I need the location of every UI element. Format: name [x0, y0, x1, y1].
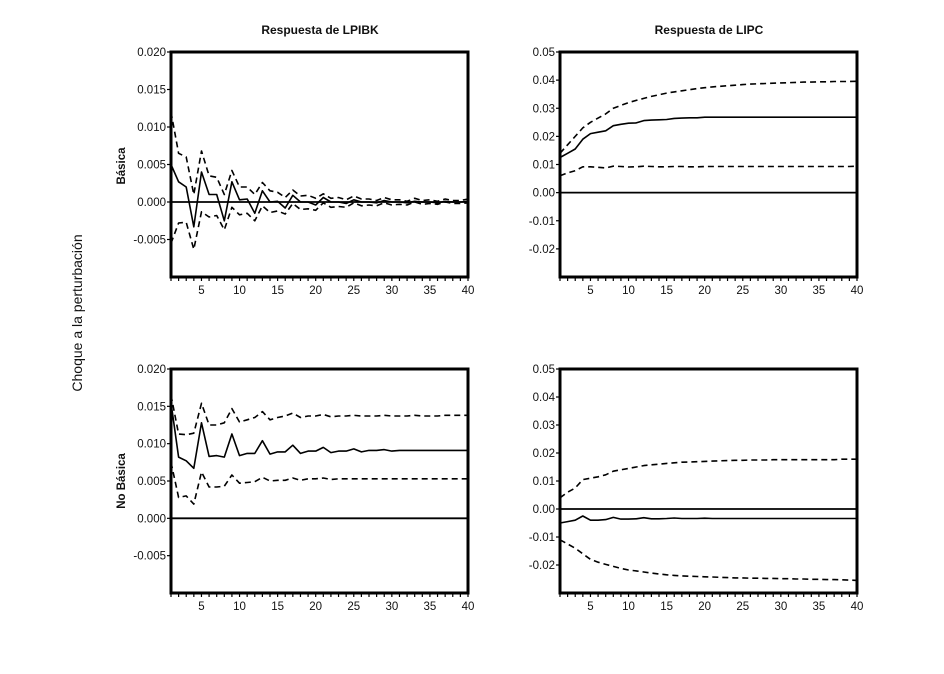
- x-tick-label: 40: [851, 285, 864, 297]
- y-tick-label: 0.01: [533, 160, 555, 172]
- plot-frame: [169, 50, 470, 279]
- y-tick-label: 0.000: [137, 513, 166, 525]
- row-label-no-basica: No Básica: [116, 453, 128, 509]
- y-tick-label: 0.010: [137, 122, 166, 134]
- y-tick-label: 0.03: [533, 103, 555, 115]
- y-tick-label: 0.015: [137, 85, 166, 97]
- x-tick-label: 25: [736, 285, 749, 297]
- x-tick-label: 40: [462, 601, 475, 613]
- x-tick-label: 35: [813, 601, 826, 613]
- x-tick-label: 15: [271, 601, 284, 613]
- x-tick-label: 25: [347, 285, 360, 297]
- confidence-band-line: [170, 201, 469, 251]
- x-tick-label: 40: [851, 601, 864, 613]
- x-tick-label: 15: [660, 285, 673, 297]
- row-axis-label: Choque a la perturbación: [69, 234, 85, 391]
- response-line: [559, 515, 857, 524]
- x-tick-label: 35: [424, 601, 437, 613]
- y-tick-label: 0.05: [533, 47, 555, 59]
- x-tick-label: 40: [462, 285, 475, 297]
- y-tick-label: 0.02: [533, 448, 555, 460]
- x-tick-label: 30: [774, 601, 787, 613]
- x-tick-label: 10: [233, 601, 246, 613]
- x-tick-label: 20: [698, 601, 711, 613]
- y-tick-label: -0.01: [529, 216, 555, 228]
- x-tick-label: 30: [385, 601, 398, 613]
- x-tick-label: 15: [271, 285, 284, 297]
- response-line: [170, 402, 468, 470]
- y-tick-label: 0.04: [533, 75, 556, 87]
- chart-panel-1: 0.020 0.015 0.010 0.005 0.000 -0.005 5 10 15 20 25…: [133, 47, 474, 297]
- y-tick-label: 0.04: [533, 392, 556, 404]
- x-tick-label: 10: [622, 601, 635, 613]
- x-tick-label: 35: [813, 285, 826, 297]
- confidence-band-line: [170, 111, 469, 203]
- x-tick-label: 10: [233, 285, 246, 297]
- column-title-lipc: Respuesta de LIPC: [655, 23, 764, 37]
- x-tick-label: 5: [198, 601, 204, 613]
- column-title-lpibk: Respuesta de LPIBK: [261, 23, 379, 37]
- response-line: [170, 164, 469, 228]
- x-tick-label: 25: [347, 601, 360, 613]
- y-tick-label: 0.000: [137, 197, 166, 209]
- x-tick-label: 5: [198, 285, 204, 297]
- x-tick-label: 20: [309, 601, 322, 613]
- y-tick-label: -0.01: [529, 532, 555, 544]
- plot-frame: [558, 50, 859, 279]
- x-tick-label: 35: [424, 285, 437, 297]
- response-line: [559, 116, 857, 159]
- y-tick-label: 0.00: [533, 188, 555, 200]
- x-tick-label: 15: [660, 601, 673, 613]
- y-tick-label: 0.015: [137, 401, 166, 413]
- confidence-band-line: [170, 394, 468, 436]
- x-tick-label: 5: [587, 601, 593, 613]
- y-tick-label: 0.05: [533, 364, 555, 376]
- row-label-basica: Básica: [116, 147, 128, 185]
- y-tick-label: -0.02: [529, 244, 555, 256]
- x-tick-label: 30: [774, 285, 787, 297]
- confidence-band-line: [559, 458, 857, 499]
- y-tick-label: 0.03: [533, 420, 555, 432]
- plot-frame: [558, 367, 859, 595]
- y-tick-label: 0.01: [533, 476, 555, 488]
- y-tick-label: 0.010: [137, 439, 166, 451]
- y-tick-label: -0.005: [133, 551, 166, 563]
- chart-panel-4: 0.05 0.04 0.03 0.02 0.01 0.00 -0.01 -0.02 5 10 15 2…: [529, 364, 864, 613]
- x-tick-label: 20: [698, 285, 711, 297]
- confidence-band-line: [559, 80, 858, 154]
- x-tick-label: 20: [309, 285, 322, 297]
- chart-panel-2: 0.05 0.04 0.03 0.02 0.01 0.00 -0.01 -0.02 5 10 15 2…: [529, 47, 864, 297]
- x-tick-label: 25: [736, 601, 749, 613]
- y-tick-label: 0.005: [137, 160, 166, 172]
- confidence-band-line: [170, 462, 468, 505]
- confidence-band-line: [559, 539, 858, 582]
- plot-frame: [169, 367, 470, 595]
- y-tick-label: 0.020: [137, 364, 166, 376]
- y-tick-label: 0.020: [137, 47, 166, 59]
- y-tick-label: -0.005: [133, 235, 166, 247]
- y-tick-label: -0.02: [529, 560, 555, 572]
- y-tick-label: 0.00: [533, 504, 555, 516]
- y-tick-label: 0.02: [533, 131, 555, 143]
- x-tick-label: 5: [587, 285, 593, 297]
- chart-panel-3: 0.020 0.015 0.010 0.005 0.000 -0.005 5 10 15 20 25…: [133, 364, 474, 613]
- confidence-band-line: [559, 165, 858, 177]
- x-tick-label: 10: [622, 285, 635, 297]
- y-tick-label: 0.005: [137, 476, 166, 488]
- x-tick-label: 30: [385, 285, 398, 297]
